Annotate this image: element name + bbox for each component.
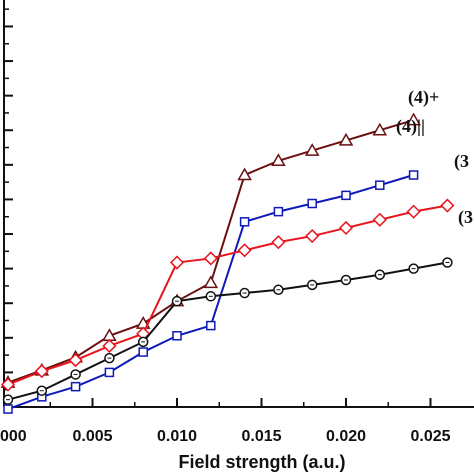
- x-tick-label: 0.010: [157, 428, 197, 445]
- data-point-triangle: [237, 167, 252, 181]
- data-point-square: [341, 190, 351, 201]
- data-point-square: [239, 217, 250, 227]
- data-point-triangle: [406, 112, 421, 126]
- data-point-diamond: [169, 255, 185, 270]
- x-tick-label: 000: [0, 428, 27, 445]
- data-point-square: [375, 180, 385, 190]
- data-point-square: [273, 206, 284, 217]
- y-axis-ticks: [4, 8, 13, 391]
- data-point-diamond: [237, 243, 252, 258]
- series-3: [2, 257, 453, 405]
- data-point-diamond: [0, 377, 16, 392]
- series-labels: (4)+ (4)|| (3 (3: [396, 87, 473, 228]
- data-point-square: [104, 367, 115, 378]
- plot-area: [0, 112, 455, 414]
- x-tick-label: 0.015: [241, 428, 281, 445]
- x-tick-label: 0.020: [326, 428, 366, 445]
- chart-axes: 000 0.005 0.010 0.015 0.020 0.025: [0, 0, 474, 445]
- data-point-diamond: [34, 364, 49, 379]
- data-point-triangle: [304, 143, 320, 156]
- data-point-diamond: [271, 235, 286, 250]
- data-point-square: [138, 347, 148, 357]
- x-tick-label: 0.025: [410, 428, 450, 445]
- data-point-triangle: [372, 122, 388, 136]
- series-line: [7, 261, 448, 401]
- data-point-diamond: [203, 251, 218, 266]
- data-point-diamond: [68, 353, 83, 368]
- data-point-square: [70, 381, 81, 392]
- series-2: [0, 198, 455, 392]
- data-point-diamond: [372, 212, 387, 227]
- data-point-diamond: [305, 228, 320, 244]
- data-point-diamond: [440, 198, 455, 213]
- series-label: (3: [454, 151, 469, 172]
- data-point-triangle: [203, 275, 219, 289]
- data-point-square: [3, 404, 13, 414]
- series-label: (3: [458, 207, 473, 228]
- series-1: [3, 170, 419, 414]
- data-point-square: [206, 320, 216, 331]
- series-label: (4)||: [396, 116, 425, 137]
- x-axis-ticks: 000 0.005 0.010 0.015 0.020 0.025: [0, 398, 451, 445]
- series-0: [0, 112, 421, 388]
- data-point-diamond: [338, 220, 354, 235]
- series-label: (4)+: [408, 87, 439, 108]
- data-point-triangle: [338, 132, 354, 146]
- series-line: [7, 119, 414, 384]
- data-point-square: [172, 331, 182, 341]
- x-tick-label: 0.005: [72, 428, 112, 445]
- data-point-square: [307, 198, 317, 209]
- x-axis-title: Field strength (a.u.): [178, 452, 345, 472]
- data-point-diamond: [406, 204, 421, 219]
- data-point-triangle: [271, 153, 286, 167]
- data-point-diamond: [102, 338, 117, 354]
- data-point-square: [408, 170, 419, 180]
